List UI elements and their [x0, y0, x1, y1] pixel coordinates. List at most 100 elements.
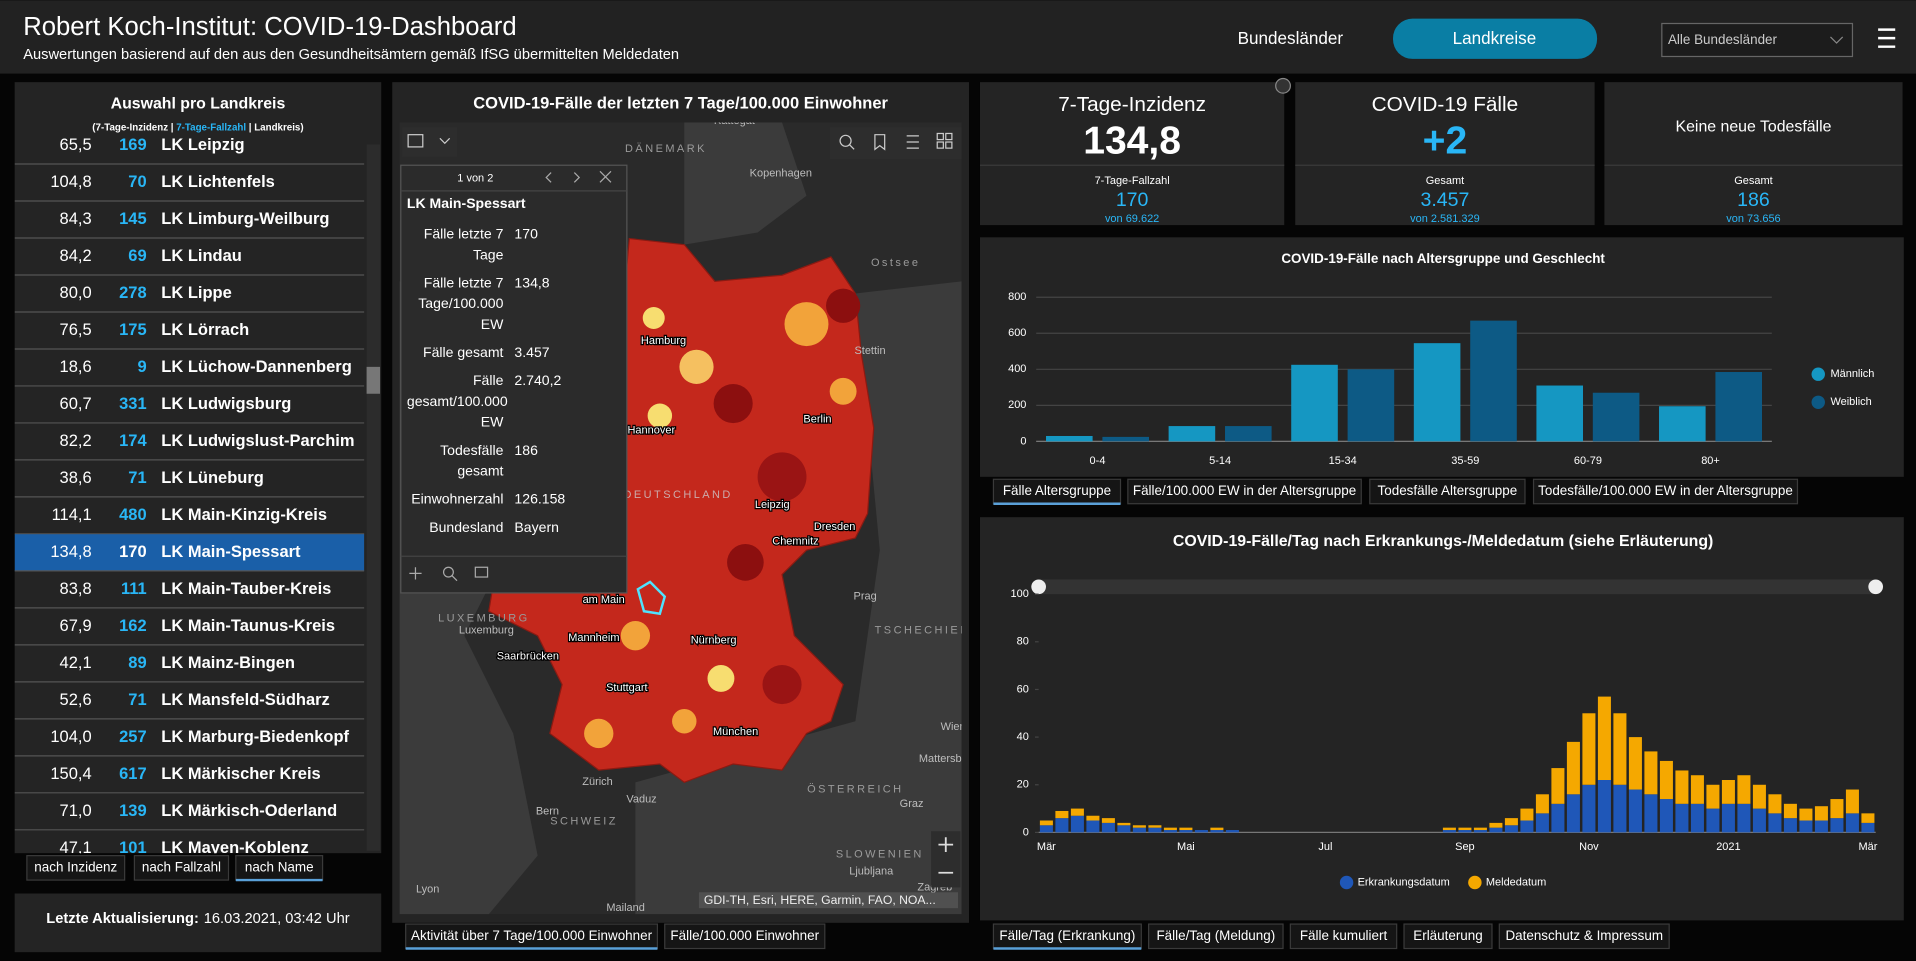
map-label: Hamburg [641, 335, 686, 347]
tab-label[interactable]: Todesfälle Altersgruppe [1378, 483, 1518, 498]
daily-chart: 0 20 40 60 80 100 Mär Mai Jul Sep Nov 2021 Mär Erkran… [1011, 588, 1878, 890]
tab-label[interactable]: Erläuterung [1413, 928, 1482, 943]
tab[interactable] [133, 855, 230, 881]
map-toolbar[interactable] [829, 127, 962, 160]
list-row[interactable]: 84,3 145 LK Limburg-Weilburg [14, 210, 365, 239]
menu-icon[interactable] [1878, 28, 1896, 48]
list-row[interactable]: 82,2 174 LK Ludwigslust-Parchim [14, 432, 365, 461]
x-tick-label: 15-34 [1329, 455, 1357, 467]
bar-tabs: Fälle Altersgruppe Fälle/100.000 EW in de… [992, 478, 1799, 505]
list-row[interactable]: 60,7 331 LK Ludwigsburg [14, 395, 365, 424]
range-slider[interactable] [1038, 579, 1876, 595]
tab[interactable] [1148, 923, 1284, 950]
slider-handle[interactable] [1868, 579, 1884, 595]
map-tool[interactable] [402, 127, 458, 157]
tab[interactable] [1127, 478, 1362, 505]
tab[interactable] [26, 855, 126, 881]
list-row[interactable]: 76,5 175 LK Lörrach [14, 321, 365, 350]
bar-segment [1489, 822, 1503, 828]
list-row[interactable]: 71,0 139 LK Märkisch-Oderland [14, 802, 365, 831]
list-row[interactable]: 150,4 617 LK Märkischer Kreis [14, 765, 365, 794]
x-tick-label: 5-14 [1209, 455, 1231, 467]
popup [400, 164, 628, 594]
kpi-card [1295, 82, 1595, 226]
nav-link-active[interactable]: Landkreise [1453, 29, 1537, 48]
tab-label[interactable]: nach Name [245, 859, 314, 874]
bar [1413, 343, 1461, 442]
tab-label[interactable]: Fälle kumuliert [1300, 928, 1388, 943]
x-tick-label: Nov [1579, 841, 1599, 853]
bar-segment [1132, 825, 1146, 828]
tab[interactable] [1498, 923, 1670, 950]
list-row[interactable]: 104,0 257 LK Marburg-Biedenkopf [14, 728, 365, 757]
row-incidence: 104,0 [50, 728, 91, 746]
bar-segment [1628, 789, 1642, 833]
scrollbar[interactable] [366, 144, 381, 851]
map-label: LUXEMBURG [438, 612, 530, 624]
tab[interactable] [664, 923, 826, 950]
tab-label[interactable]: nach Inzidenz [34, 859, 117, 874]
map[interactable]: Kattegat DÄNEMARK Kopenhagen Ostsee Hamb… [399, 115, 978, 915]
list-row[interactable]: 67,9 162 LK Main-Taunus-Kreis [14, 617, 365, 646]
y-tick-label: 0 [1023, 826, 1029, 838]
kpi-sub-total: von 73.656 [1726, 213, 1780, 225]
bar-segment [1644, 794, 1658, 833]
tab-label[interactable]: Fälle Altersgruppe [1003, 483, 1111, 498]
popup-title: LK Main-Spessart [407, 195, 526, 211]
tab[interactable] [992, 923, 1142, 950]
tab-label[interactable]: Fälle/Tag (Erkrankung) [999, 928, 1135, 943]
popup-actions[interactable] [409, 566, 489, 582]
legend-label: Weiblich [1830, 396, 1871, 408]
list-row[interactable]: 42,1 89 LK Mainz-Bingen [14, 654, 365, 683]
bar-title: COVID-19-Fälle nach Altersgruppe und Ges… [1281, 251, 1605, 266]
row-incidence: 83,8 [60, 580, 92, 598]
bar-segment [1737, 775, 1751, 804]
tab-label[interactable]: Fälle/100.000 EW in der Altersgruppe [1133, 483, 1356, 498]
bar [1291, 364, 1338, 442]
list-row[interactable]: 80,0 278 LK Lippe [14, 284, 365, 313]
bar-segment [1814, 820, 1828, 833]
bar [1659, 406, 1706, 442]
tab-label[interactable]: Datenschutz & Impressum [1505, 928, 1663, 943]
nav-pill[interactable] [1393, 18, 1598, 59]
tab-label[interactable]: Aktivität über 7 Tage/100.000 Einwohner [411, 928, 653, 943]
dropdown-text: Alle Bundesländer [1668, 32, 1778, 47]
bar-segment [1086, 820, 1100, 833]
tab[interactable] [1532, 478, 1799, 505]
y-tick-label: 100 [1011, 588, 1029, 600]
kpi-cards: 7-Tage-Inzidenz 134,8 7-Tage-Fallzahl 170 vo… [979, 82, 1903, 226]
tab[interactable] [1289, 923, 1398, 950]
tab-label[interactable]: Fälle/Tag (Meldung) [1156, 928, 1275, 943]
list-row[interactable]: 104,8 70 LK Lichtenfels [14, 173, 365, 202]
list-row[interactable]: 134,8 170 LK Main-Spessart [14, 534, 365, 572]
list-row[interactable]: 83,8 111 LK Main-Tauber-Kreis [14, 580, 365, 609]
popup-field: Fälle gesamt 3.457 [407, 344, 625, 365]
bar-segment [1117, 825, 1131, 833]
scroll-thumb[interactable] [366, 366, 381, 394]
nav-link[interactable]: Bundesländer [1238, 29, 1344, 48]
x-tick-label: Mär [1858, 841, 1877, 853]
popup-controls[interactable] [545, 170, 612, 183]
tab-label[interactable]: Fälle/100.000 Einwohner [670, 928, 819, 943]
list-row[interactable]: 65,5 169 LK Leipzig [14, 136, 365, 165]
bar-segment [1644, 751, 1658, 795]
bar-segment [1783, 818, 1797, 833]
list-row[interactable]: 38,6 71 LK Lüneburg [14, 469, 365, 498]
list-row[interactable]: 52,6 71 LK Mansfeld-Südharz [14, 691, 365, 720]
list-row[interactable]: 114,1 480 LK Main-Kinzig-Kreis [14, 506, 365, 535]
bar [1046, 435, 1093, 442]
dropdown[interactable] [1661, 22, 1854, 58]
list-row[interactable]: 84,2 69 LK Lindau [14, 247, 365, 276]
slider-handle[interactable] [1031, 579, 1046, 595]
bar-segment [1535, 794, 1549, 814]
tab[interactable] [1403, 923, 1493, 950]
tab-label[interactable]: nach Fallzahl [142, 859, 221, 874]
list-row[interactable]: 18,6 9 LK Lüchow-Dannenberg [14, 358, 365, 387]
map-label: Mannheim [568, 632, 619, 644]
row-cases: 71 [128, 691, 146, 709]
bar-segment [1070, 815, 1084, 833]
tab[interactable] [1369, 478, 1526, 505]
tab-label[interactable]: Todesfälle/100.000 EW in der Altersgrupp… [1538, 483, 1793, 498]
expand-icon[interactable] [1275, 77, 1291, 94]
list-row[interactable]: 47,1 101 LK Mayen-Koblenz [15, 839, 364, 867]
